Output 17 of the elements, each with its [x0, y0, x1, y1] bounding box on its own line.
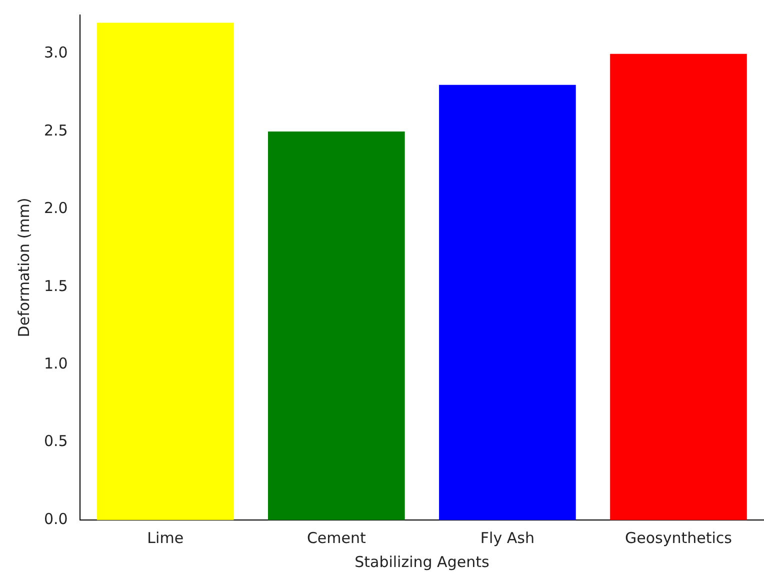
- y-tick-label: 3.0: [44, 44, 68, 62]
- y-tick-label: 0.5: [44, 432, 68, 450]
- bar: [610, 54, 747, 520]
- bar: [96, 22, 234, 520]
- y-axis-title: Deformation (mm): [14, 198, 33, 338]
- x-tick-label: Geosynthetics: [624, 528, 732, 547]
- x-tick-label: Lime: [147, 528, 184, 547]
- y-tick-label: 2.0: [44, 199, 68, 218]
- y-tick-label: 1.5: [44, 276, 68, 295]
- x-tick-label: Cement: [306, 528, 366, 547]
- y-tick-label: 2.5: [44, 121, 68, 140]
- y-tick-label: 0.0: [44, 510, 68, 528]
- x-tick-label: Fly Ash: [480, 528, 534, 547]
- y-tick-label: 1.0: [44, 354, 68, 373]
- x-axis-title: Stabilizing Agents: [354, 552, 490, 571]
- bar: [439, 84, 576, 520]
- bar: [268, 132, 405, 520]
